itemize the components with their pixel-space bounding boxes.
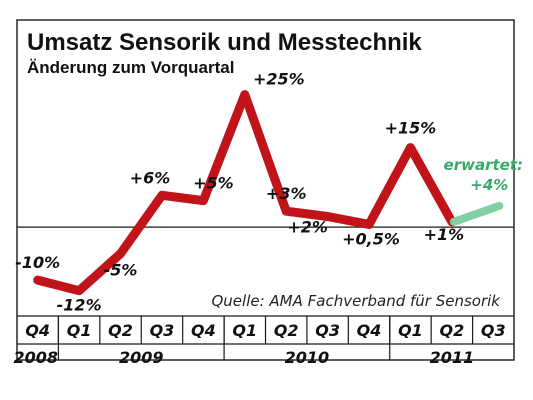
- x-tick-label: Q2: [108, 321, 133, 340]
- data-point: [202, 200, 204, 202]
- series-group: [33, 90, 504, 296]
- data-point: [161, 194, 163, 196]
- data-point: [244, 94, 246, 96]
- data-point: [120, 253, 122, 255]
- data-point: [37, 279, 39, 281]
- data-point: [368, 223, 370, 225]
- data-point: [327, 216, 329, 217]
- data-label: -5%: [104, 261, 138, 280]
- x-tick-label: Q1: [398, 321, 423, 340]
- x-tick-label: Q1: [232, 321, 257, 340]
- year-label: 2009: [119, 348, 164, 367]
- axis-separators: [57, 316, 474, 360]
- data-label: +0,5%: [342, 229, 400, 248]
- x-tick-label: Q2: [274, 321, 299, 340]
- year-label: 2011: [430, 348, 475, 367]
- data-label: +6%: [130, 168, 171, 187]
- data-point: [409, 147, 411, 149]
- data-label: +25%: [253, 70, 305, 89]
- x-tick-label: Q2: [440, 321, 465, 340]
- data-label: +15%: [385, 119, 437, 138]
- data-label: +2%: [287, 218, 328, 237]
- x-tick-label: Q4: [191, 321, 216, 340]
- x-tick-label: Q4: [357, 321, 382, 340]
- data-point: [451, 221, 453, 223]
- x-tick-label: Q3: [315, 321, 340, 340]
- year-tick-labels: 2008 2009 2010 2011: [13, 348, 474, 367]
- chart-title: Umsatz Sensorik und Messtechnik: [27, 29, 422, 56]
- expected-line: [449, 201, 504, 226]
- x-tick-label: Q1: [67, 321, 92, 340]
- quarter-tick-labels: Q4 Q1 Q2 Q3 Q4 Q1 Q2 Q3 Q4 Q1 Q2 Q3: [25, 321, 505, 340]
- expected-value-label: +4%: [470, 176, 508, 194]
- chart-source: Quelle: AMA Fachverband für Sensorik: [211, 292, 501, 310]
- data-label: +5%: [193, 174, 234, 193]
- data-labels: -10% -12%-5% +6% +5% +25% +3% +2% +0,5% +15% +1% e…: [15, 70, 523, 315]
- year-label: 2008: [13, 348, 58, 367]
- x-tick-label: Q3: [150, 321, 175, 340]
- data-label: +1%: [424, 225, 465, 244]
- data-point: [78, 290, 80, 292]
- expected-label: erwartet:: [444, 156, 523, 174]
- data-label: -12%: [57, 296, 102, 315]
- data-label: -10%: [15, 253, 60, 272]
- chart-subtitle: Änderung zum Vorquartal: [27, 58, 234, 77]
- year-label: 2010: [285, 348, 330, 367]
- x-tick-label: Q4: [25, 321, 50, 340]
- x-tick-label: Q3: [481, 321, 506, 340]
- data-point: [285, 210, 287, 212]
- data-label: +3%: [266, 184, 307, 203]
